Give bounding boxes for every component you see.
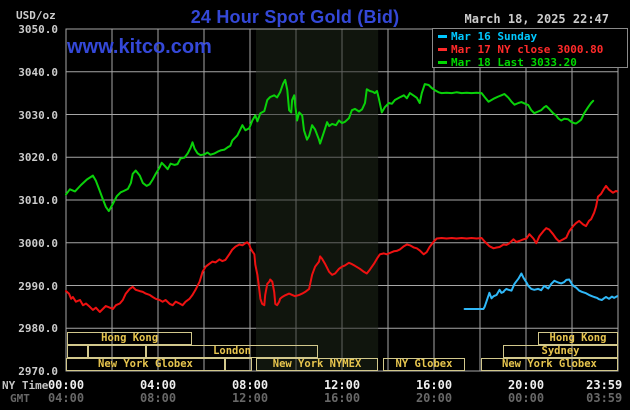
session-label: Hong Kong [101, 332, 159, 344]
legend-label: Mar 17 NY close 3000.80 [451, 43, 604, 56]
session-box-ny-globex: NY Globex [382, 358, 466, 371]
y-tick-label: 3050.0 [18, 23, 58, 36]
x-tick-ny-time: 20:00 [507, 378, 545, 392]
page-title: 24 Hour Spot Gold (Bid) [190, 7, 400, 27]
session-label: London [213, 345, 252, 357]
series-line-mar16-blue [463, 272, 619, 310]
x-tick-gmt: 00:00 [507, 391, 545, 405]
series-line-mar17-red [65, 184, 619, 313]
session-box-london: London [146, 345, 319, 358]
legend-dash-icon [438, 60, 447, 64]
x-tick-ny-time: 08:00 [231, 378, 269, 392]
legend-box: Mar 16 Sunday Mar 17 NY close 3000.80 Mar … [432, 28, 628, 69]
session-label: New York Globex [502, 358, 597, 370]
y-tick-label: 2990.0 [18, 279, 58, 293]
ny-time-axis-label: NY Time [2, 379, 49, 392]
x-tick-gmt: 20:00 [415, 391, 453, 405]
x-tick-ny-time: 23:59 [586, 378, 623, 392]
session-box-hong-kong: Hong Kong [67, 332, 193, 345]
y-tick-label: 3010.0 [18, 194, 58, 207]
x-tick-ny-time: 12:00 [323, 378, 361, 392]
session-box-sydney: Sydney [503, 345, 618, 358]
x-tick-ny-time: 00:00 [47, 378, 85, 392]
band-dim-overlay [255, 29, 379, 371]
session-box-new-york-globex: New York Globex [480, 358, 618, 371]
session-label: New York NYMEX [272, 358, 362, 370]
plot-border [65, 28, 619, 372]
legend-item: Mar 18 Last 3033.20 [438, 56, 627, 69]
session-box [88, 345, 147, 358]
x-tick-gmt: 04:00 [47, 391, 85, 405]
y-tick-label: 3040.0 [18, 65, 58, 79]
session-box-new-york-globex: New York Globex [66, 358, 225, 371]
x-tick-gmt: 12:00 [231, 391, 269, 405]
session-label: NY Globex [395, 358, 453, 370]
y-axis-units-label: USD/oz [16, 9, 56, 22]
session-box [67, 345, 89, 358]
session-box-hong-kong: Hong Kong [537, 332, 618, 345]
chart-datetime: March 18, 2025 22:47 [464, 12, 610, 26]
x-tick-ny-time: 16:00 [415, 378, 453, 392]
legend-item: Mar 16 Sunday [438, 30, 627, 43]
y-tick-label: 2970.0 [18, 365, 58, 378]
legend-dash-icon [438, 47, 447, 51]
gmt-axis-label: GMT [10, 392, 30, 405]
session-label: New York Globex [98, 358, 193, 370]
y-tick-label: 3030.0 [18, 108, 58, 122]
session-box-new-york-nymex: New York NYMEX [255, 358, 379, 371]
x-tick-gmt: 03:59 [586, 391, 623, 405]
session-box [224, 358, 253, 371]
legend-item: Mar 17 NY close 3000.80 [438, 43, 627, 56]
x-tick-gmt: 08:00 [139, 391, 177, 405]
legend-label: Mar 16 Sunday [451, 30, 538, 43]
series-line-mar18-green [65, 78, 595, 213]
x-tick-gmt: 16:00 [323, 391, 361, 405]
legend-label: Mar 18 Last 3033.20 [451, 56, 577, 69]
y-tick-label: 3000.0 [18, 236, 58, 250]
x-tick-ny-time: 04:00 [139, 378, 177, 392]
session-label: Sydney [541, 345, 580, 357]
y-tick-label: 3020.0 [18, 151, 58, 165]
session-label: Hong Kong [549, 332, 607, 344]
legend-dash-icon [438, 34, 447, 38]
kitco-watermark-link[interactable]: www.kitco.com [67, 36, 212, 58]
y-tick-label: 2980.0 [18, 322, 58, 336]
